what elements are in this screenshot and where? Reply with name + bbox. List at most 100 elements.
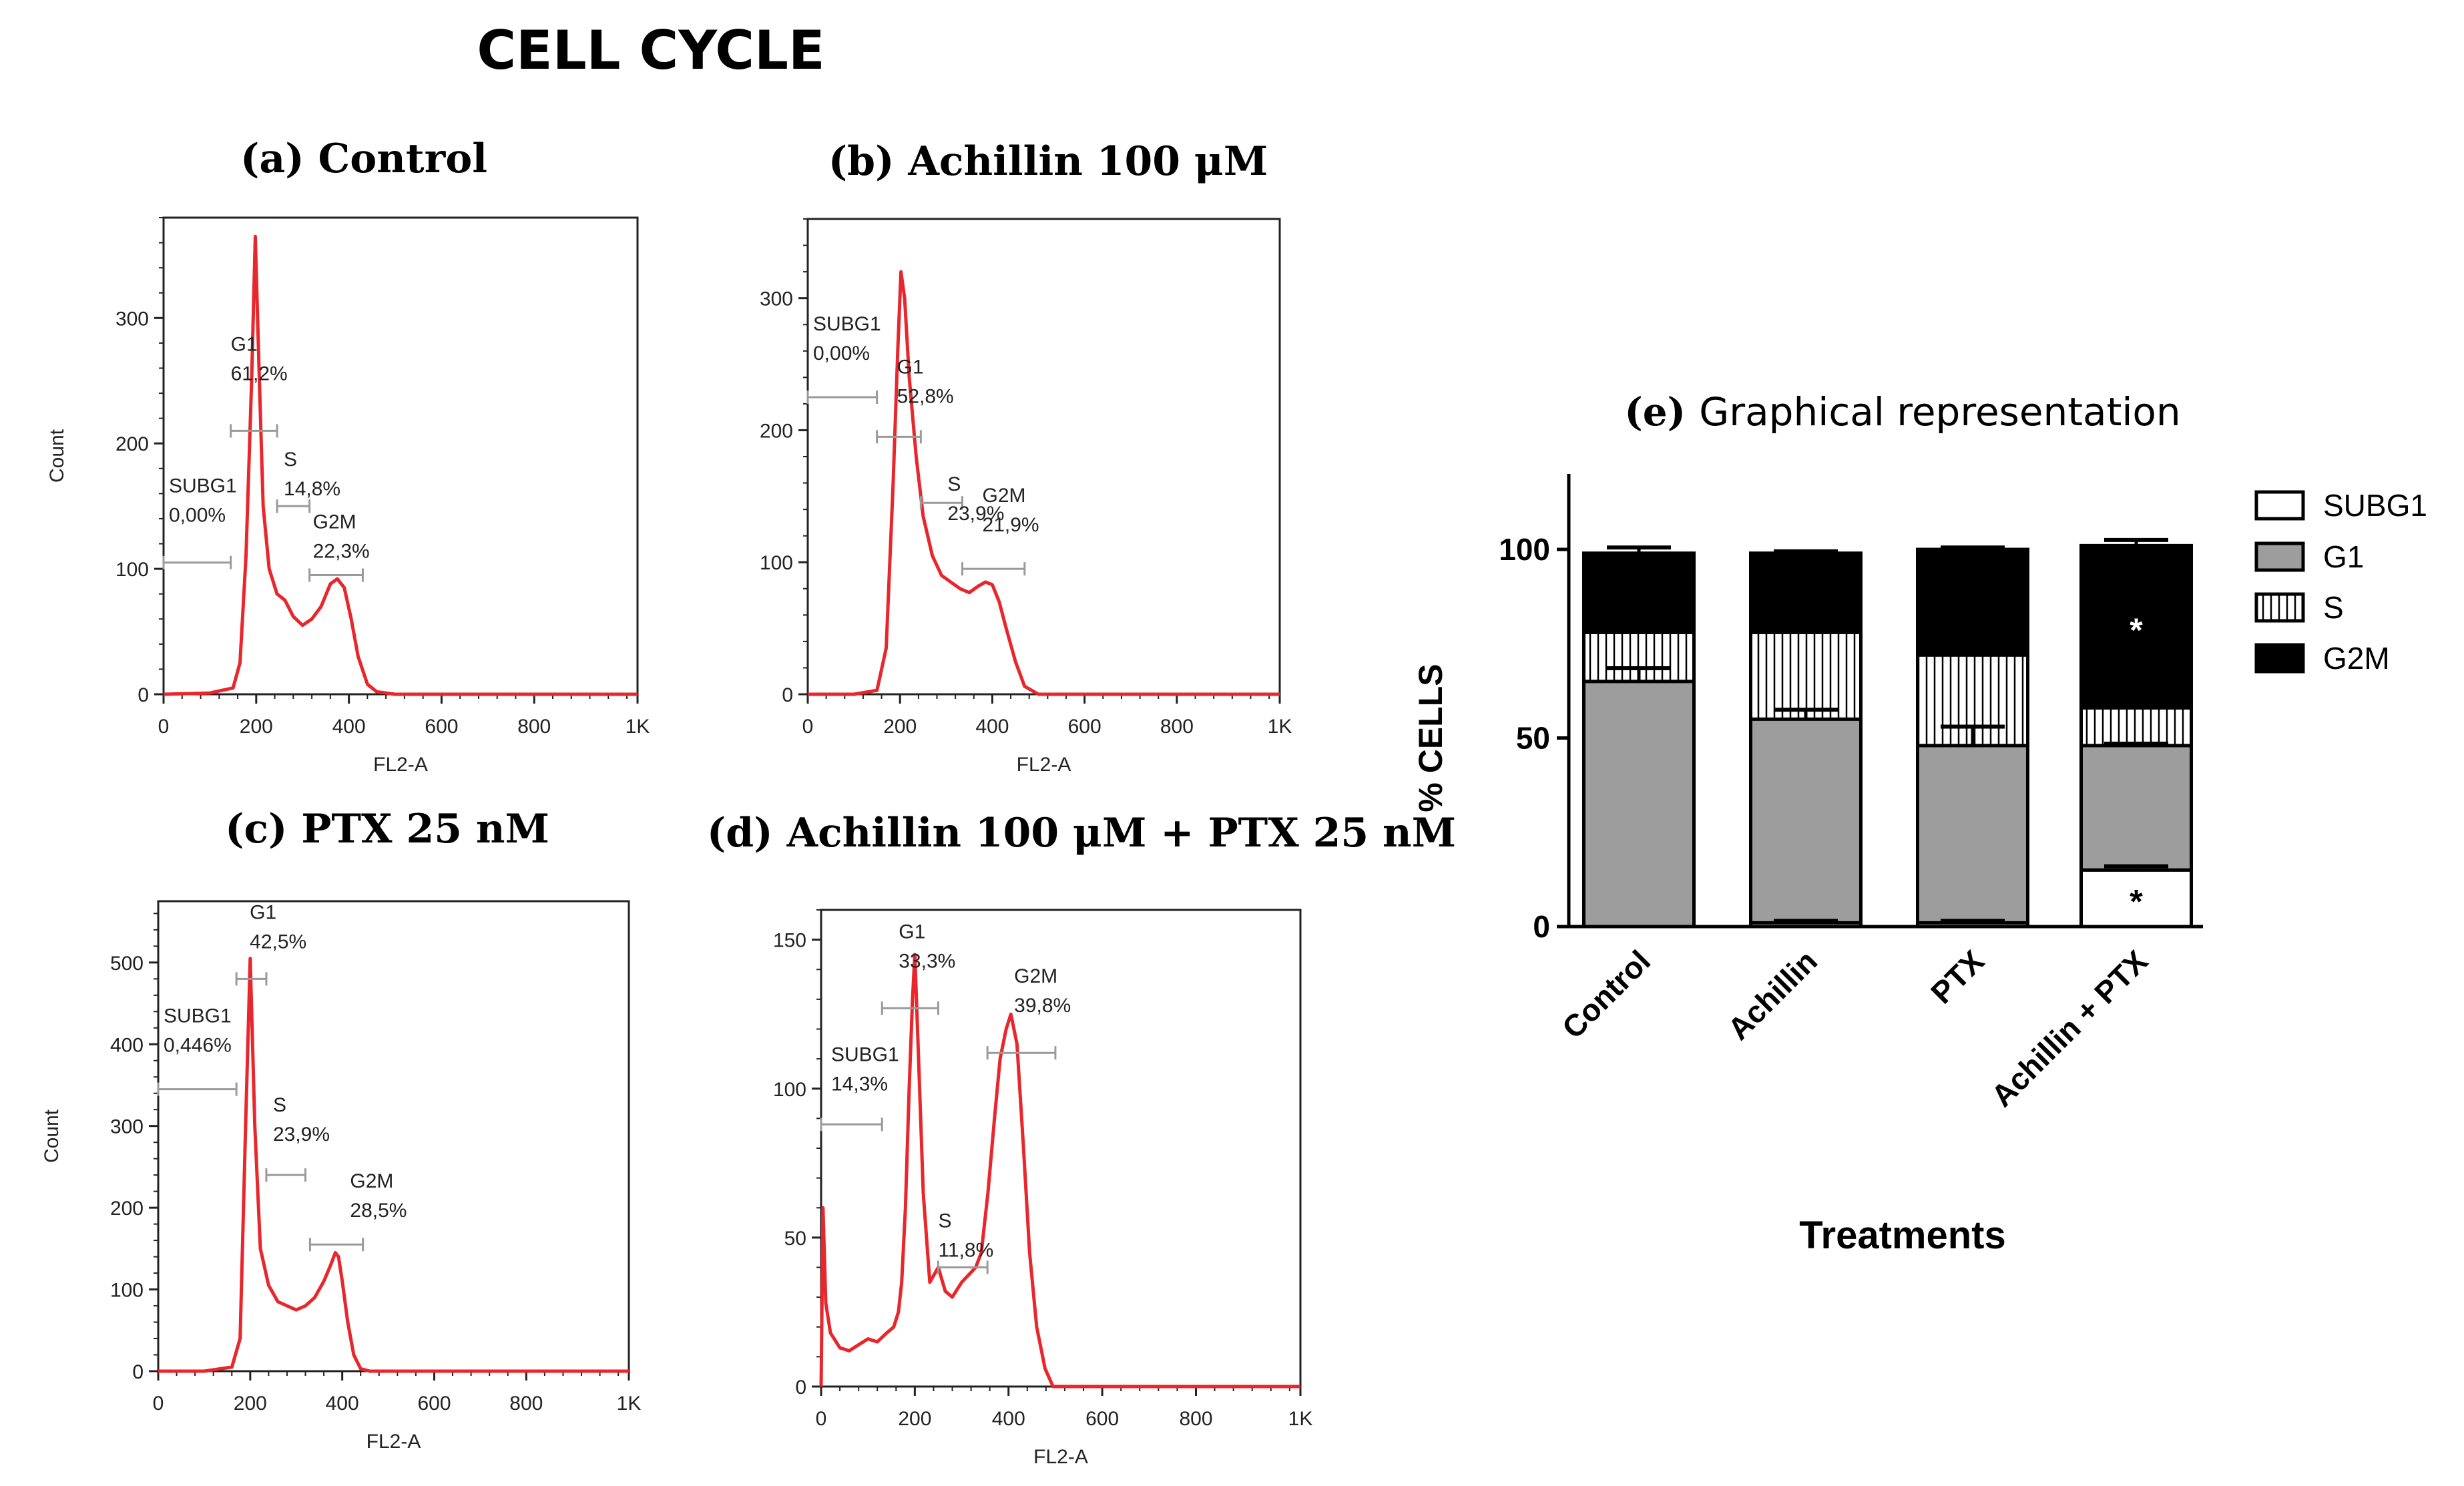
panel-title-c: (c) PTX 25 nM — [225, 806, 549, 852]
gate-name-g2m: G2M — [350, 1170, 393, 1192]
panel-title-e: (e) Graphical representation — [1624, 389, 2180, 435]
x-tick-label: 200 — [898, 1408, 931, 1430]
histogram-trace — [819, 953, 1300, 1389]
plot-frame — [162, 216, 639, 696]
gate-name-subg1: SUBG1 — [813, 313, 881, 335]
gate-name-g2m: G2M — [1014, 965, 1057, 987]
bar-g1-achillin — [1749, 717, 1863, 925]
y-axis-label: Count — [46, 429, 68, 483]
x-tick-label: 200 — [883, 716, 917, 738]
x-tick-label: 400 — [992, 1408, 1025, 1430]
plot-frame — [157, 900, 630, 1373]
gate-percent-g1: 61,2% — [231, 362, 288, 385]
gate-percent-subg1: 0,00% — [813, 342, 870, 364]
x-tick-label: 1K — [626, 716, 650, 738]
x-tick-label: 400 — [332, 716, 366, 738]
bar-g2m-control — [1582, 551, 1696, 634]
histogram-trace — [163, 234, 638, 696]
x-tick-label: 800 — [509, 1393, 543, 1415]
category-label: Achillin + PTX — [1985, 943, 2155, 1113]
gate-percent-s: 11,8% — [938, 1240, 993, 1262]
gate-name-s: S — [947, 473, 961, 495]
x-tick-label: 1K — [1288, 1408, 1313, 1430]
legend-swatch-g1 — [2254, 541, 2305, 572]
y-tick-label: 0 — [782, 684, 793, 706]
category-label: Achillin — [1721, 943, 1824, 1046]
gate-name-subg1: SUBG1 — [831, 1043, 899, 1065]
panel-d-histogram: (d) Achillin 100 μM + PTX 25 nM 0 50 100 150… — [707, 810, 1456, 1468]
gate-percent-g2m: 21,9% — [983, 514, 1039, 536]
y-tick-label: 100 — [773, 1079, 806, 1101]
y-tick-label: 300 — [760, 288, 793, 310]
panel-title-text: Achillin 100 μM — [907, 138, 1268, 185]
x-tick-label: 600 — [1068, 716, 1101, 738]
x-tick-label: 0 — [802, 716, 814, 738]
gate-percent-g1: 33,3% — [899, 950, 955, 972]
x-tick-label: 0 — [816, 1408, 827, 1430]
gate-percent-g2m: 28,5% — [350, 1200, 407, 1222]
gate-name-g1: G1 — [899, 921, 925, 943]
legend-label-g1: G1 — [2323, 539, 2364, 574]
panel-letter: (c) — [225, 806, 301, 852]
legend-swatch-s — [2254, 592, 2305, 623]
category-label: Control — [1555, 943, 1657, 1045]
x-tick-label: 1K — [1268, 716, 1292, 738]
panel-c-histogram: (c) PTX 25 nM 0 100 200 300 400 500 0 200 400 600 8… — [41, 806, 641, 1453]
x-tick-label: 200 — [240, 716, 273, 738]
x-tick-label: 0 — [158, 716, 170, 738]
y-tick-label: 0 — [1533, 909, 1550, 944]
y-tick-label: 200 — [110, 1198, 144, 1220]
gate-name-s: S — [273, 1094, 286, 1116]
x-tick-label: 800 — [1179, 1408, 1212, 1430]
legend-label-s: S — [2323, 590, 2344, 625]
legend-label-g2m: G2M — [2323, 641, 2390, 676]
plot-frame — [820, 909, 1302, 1388]
legend-swatch-g2m — [2254, 643, 2305, 674]
category-label: PTX — [1924, 943, 1991, 1010]
y-tick-label: 150 — [773, 930, 806, 952]
bar-s-achillin — [1749, 630, 1863, 721]
y-tick-label: 0 — [795, 1377, 806, 1399]
y-tick-label: 100 — [1499, 532, 1550, 567]
gate-percent-s: 14,8% — [284, 478, 340, 500]
y-tick-label: 100 — [760, 552, 793, 574]
gate-name-subg1: SUBG1 — [169, 475, 237, 497]
y-tick-label: 0 — [138, 684, 149, 706]
y-tick-label: 300 — [115, 308, 149, 330]
bar-g1-achillin-ptx — [2079, 744, 2193, 872]
y-tick-label: 300 — [110, 1116, 144, 1138]
panel-letter: (a) — [240, 136, 318, 182]
x-axis-label: Treatments — [1799, 1214, 2005, 1257]
gate-name-g2m: G2M — [983, 485, 1026, 507]
x-tick-label: 400 — [326, 1393, 359, 1415]
gate-percent-s: 23,9% — [273, 1124, 330, 1146]
panel-a-histogram: (a) Control 0 100 200 300 0 200 400 600 800 1K FL2-… — [46, 136, 650, 776]
y-tick-label: 100 — [115, 559, 149, 581]
y-tick-label: 200 — [760, 420, 793, 442]
gate-percent-g2m: 39,8% — [1014, 995, 1071, 1017]
legend-label-subg1: SUBG1 — [2323, 488, 2427, 523]
histogram-trace — [158, 957, 629, 1373]
histogram-trace — [808, 270, 1280, 696]
bar-g2m-achillin-ptx — [2079, 543, 2193, 710]
gate-name-g1: G1 — [250, 901, 276, 923]
y-tick-label: 100 — [110, 1280, 144, 1302]
bar-g2m-ptx — [1916, 547, 2029, 657]
y-tick-label: 500 — [110, 953, 144, 975]
gate-percent-subg1: 0,446% — [164, 1035, 232, 1057]
y-tick-label: 400 — [110, 1034, 144, 1056]
y-axis-label: % CELLS — [1412, 664, 1449, 812]
x-axis-label: FL2-A — [1033, 1446, 1088, 1468]
panel-title-b: (b) Achillin 100 μM — [828, 138, 1268, 185]
x-tick-label: 600 — [1085, 1408, 1119, 1430]
panel-title-text: Achillin 100 μM + PTX 25 nM — [786, 810, 1457, 856]
panel-title-text: PTX 25 nM — [301, 806, 549, 852]
panel-title-d: (d) Achillin 100 μM + PTX 25 nM — [707, 810, 1456, 856]
x-tick-label: 400 — [975, 716, 1009, 738]
x-axis-label: FL2-A — [1017, 754, 1071, 776]
gate-name-g1: G1 — [897, 356, 924, 378]
y-tick-label: 0 — [132, 1361, 144, 1383]
panel-b-histogram: (b) Achillin 100 μM 0 100 200 300 0 200 400 600 8… — [760, 138, 1292, 776]
bar-g2m-achillin — [1749, 551, 1863, 634]
gate-percent-g2m: 22,3% — [313, 541, 370, 563]
